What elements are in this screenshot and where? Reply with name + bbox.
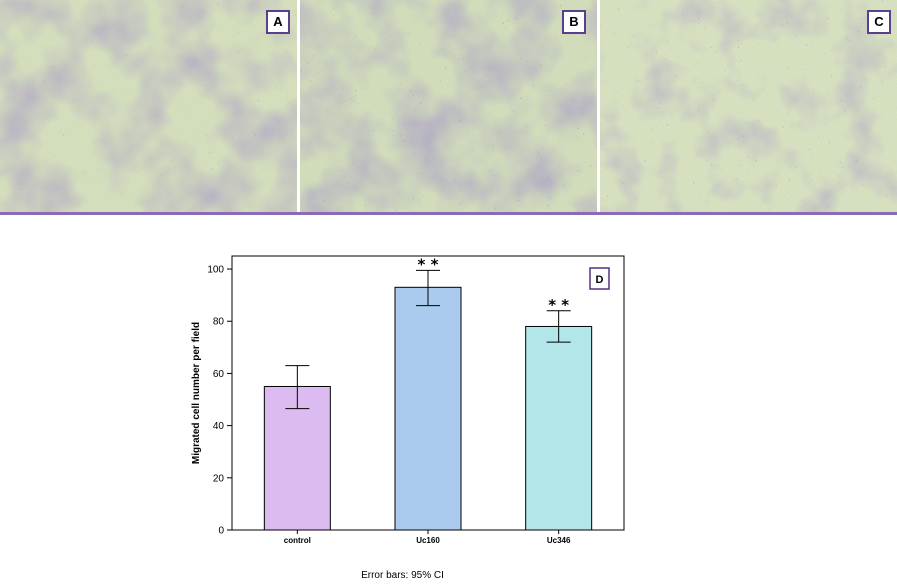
micrograph-texture <box>0 0 297 212</box>
y-tick-label: 60 <box>213 369 225 380</box>
significance-marker: * * <box>548 296 569 314</box>
y-axis-label: Migrated cell number per field <box>191 322 202 464</box>
bar-uc346 <box>525 325 593 531</box>
panel-label-b: B <box>562 10 586 34</box>
y-tick-label: 0 <box>218 526 224 537</box>
y-tick-label: 100 <box>207 265 224 276</box>
x-tick-label: control <box>284 536 311 545</box>
micrograph-texture <box>600 0 897 212</box>
y-tick-label: 80 <box>213 317 225 328</box>
micrograph-panel-b: B <box>300 0 597 212</box>
bar-control <box>263 385 331 531</box>
error-bars-footnote: Error bars: 95% CI <box>361 570 444 581</box>
migration-bar-chart: 0 20 40 60 80 100 Migrated cell number per fie… <box>180 248 640 558</box>
micrograph-panel-a: A <box>0 0 297 212</box>
x-tick-label: Uc160 <box>416 536 440 545</box>
panel-label-a: A <box>266 10 290 34</box>
significance-marker: * * <box>418 255 439 273</box>
panel-label-d-box <box>589 267 610 290</box>
panel-label-d: D <box>596 274 604 286</box>
y-tick-label: 20 <box>213 473 225 484</box>
panel-divider-rule <box>0 212 897 215</box>
bar-uc160 <box>394 286 462 531</box>
x-tick-label: Uc346 <box>547 536 571 545</box>
chart-svg: 0 20 40 60 80 100 Migrated cell number per fie… <box>191 255 625 545</box>
micrograph-texture <box>300 0 597 212</box>
y-tick-label: 40 <box>213 421 225 432</box>
panel-label-c: C <box>867 10 891 34</box>
micrograph-panel-c: C <box>600 0 897 212</box>
